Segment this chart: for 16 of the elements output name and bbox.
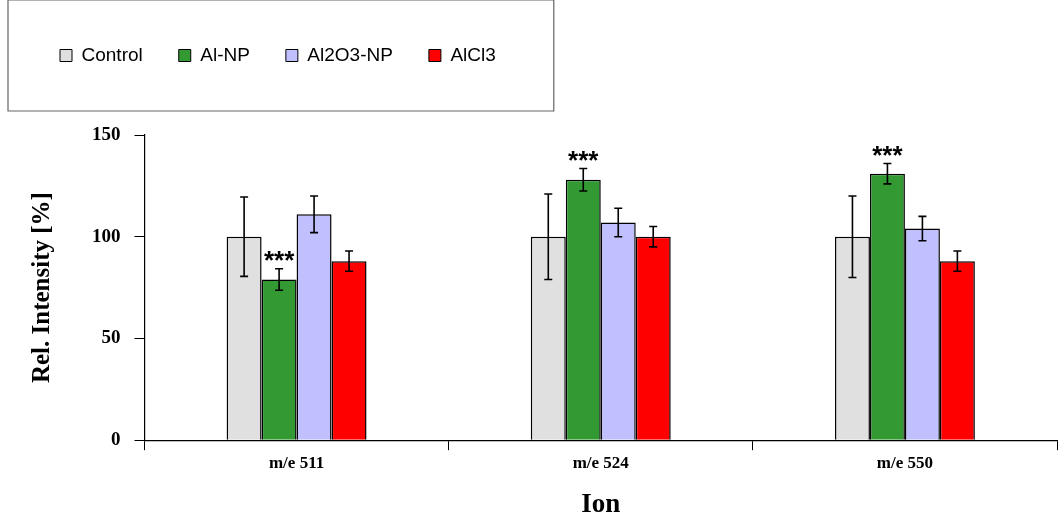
y-tick-label: 100 xyxy=(92,224,121,246)
legend-label: AlCl3 xyxy=(450,43,496,65)
y-axis-title: Rel. Intensity [%] xyxy=(27,192,55,384)
annotation: *** xyxy=(263,244,296,275)
x-tick-label: m/e 524 xyxy=(572,452,630,472)
legend-label: Control xyxy=(81,43,143,65)
legend-label: Al2O3-NP xyxy=(307,43,393,65)
annotation: *** xyxy=(568,144,600,175)
y-tick-label: 50 xyxy=(101,326,121,348)
annotation: *** xyxy=(872,139,904,170)
legend-label: Al-NP xyxy=(200,43,250,65)
x-tick-label: m/e 511 xyxy=(268,452,325,472)
x-tick-label: m/e 550 xyxy=(876,452,934,472)
y-tick-label: 150 xyxy=(92,122,121,144)
x-axis-title: Ion xyxy=(581,487,621,518)
y-tick-label: 0 xyxy=(111,428,121,450)
